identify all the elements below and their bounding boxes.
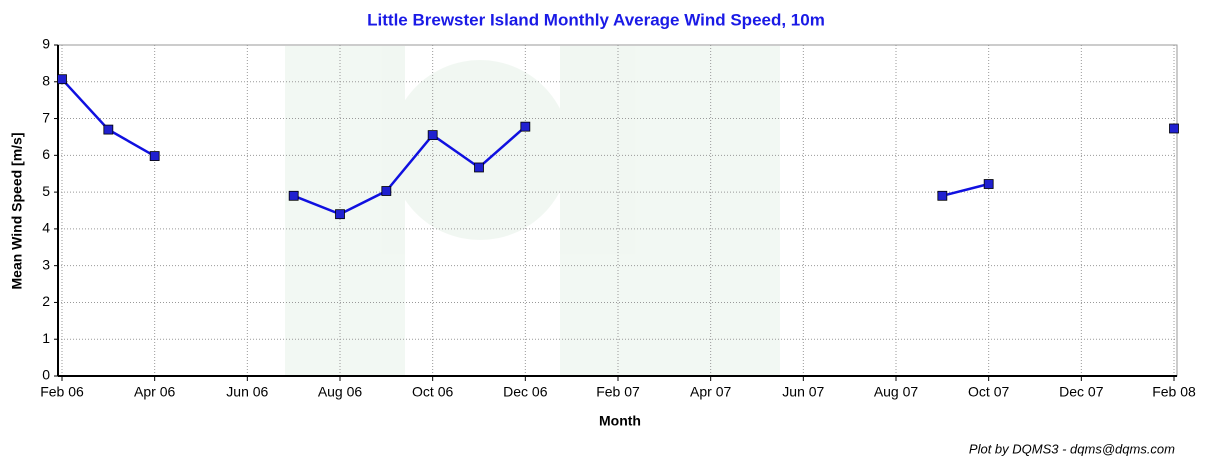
y-tick-label: 5 [42, 183, 50, 199]
x-tick-label: Dec 07 [1059, 384, 1104, 400]
y-tick-label: 9 [42, 36, 50, 52]
y-tick-label: 8 [42, 72, 50, 88]
x-tick-label: Jun 06 [226, 384, 268, 400]
x-tick-label: Feb 07 [596, 384, 640, 400]
x-tick-label: Oct 06 [412, 384, 453, 400]
marker [520, 121, 531, 132]
x-tick-label: Apr 06 [134, 384, 175, 400]
marker [288, 190, 299, 201]
watermark [285, 46, 780, 376]
x-tick-label: Feb 06 [40, 384, 84, 400]
marker [57, 74, 67, 85]
x-tick-label: Aug 06 [318, 384, 363, 400]
marker [1169, 123, 1179, 134]
x-tick-label: Dec 06 [503, 384, 548, 400]
y-tick-label: 3 [42, 256, 50, 272]
marker [983, 179, 994, 189]
y-tick-label: 1 [42, 330, 50, 346]
x-axis-label: Month [599, 413, 641, 429]
y-tick-label: 7 [42, 109, 50, 125]
x-tick-label: Feb 08 [1152, 384, 1196, 400]
chart-title: Little Brewster Island Monthly Average W… [367, 10, 825, 29]
marker [149, 151, 160, 161]
marker [937, 190, 948, 201]
y-tick-label: 0 [42, 367, 50, 383]
x-tick-label: Aug 07 [874, 384, 919, 400]
marker [381, 186, 392, 196]
marker [474, 162, 484, 173]
x-tick-label: Jun 07 [782, 384, 824, 400]
x-tick-label: Oct 07 [968, 384, 1009, 400]
y-axis-label: Mean Wind Speed [m/s] [9, 132, 25, 289]
x-tick-label: Apr 07 [690, 384, 731, 400]
y-tick-label: 2 [42, 293, 50, 309]
y-tick-label: 6 [42, 146, 50, 162]
marker [335, 209, 345, 220]
marker [103, 124, 114, 135]
marker [427, 130, 438, 141]
y-tick-label: 4 [42, 220, 50, 236]
credit: Plot by DQMS3 - dqms@dqms.com [969, 441, 1175, 456]
